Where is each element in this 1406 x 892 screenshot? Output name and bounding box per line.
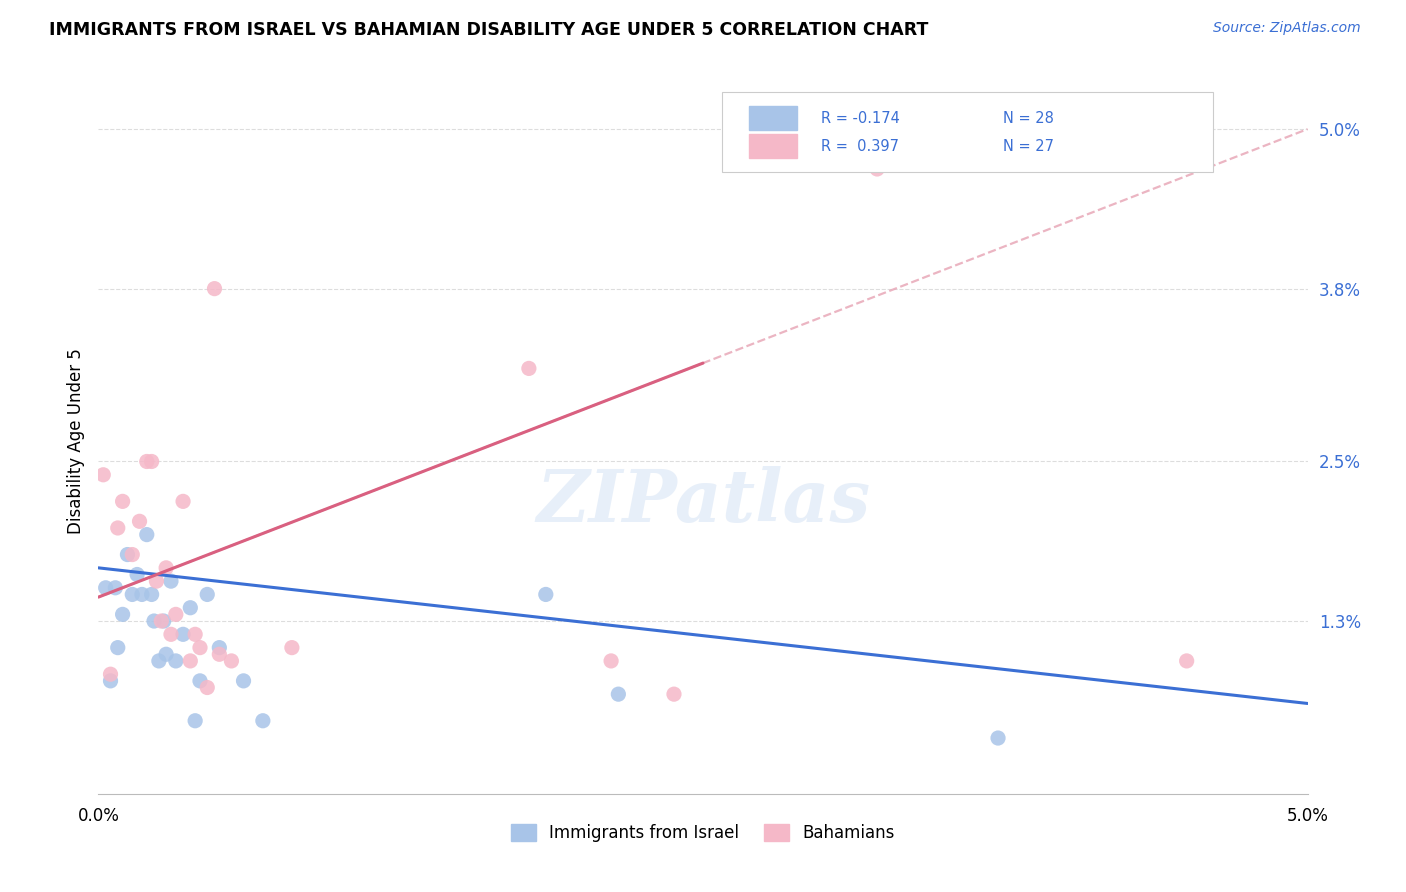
Point [160,574,183,589]
Point [94,581,117,595]
Bar [749,135,797,159]
Point [121,548,143,562]
Point [607,687,630,701]
Point [127,567,149,582]
FancyBboxPatch shape [723,92,1213,171]
Point [232,673,254,688]
Point [188,673,211,688]
Point [165,654,187,668]
Point [208,647,231,661]
Point [600,654,623,668]
Text: IMMIGRANTS FROM ISRAEL VS BAHAMIAN DISABILITY AGE UNDER 5 CORRELATION CHART: IMMIGRANTS FROM ISRAEL VS BAHAMIAN DISAB… [49,21,928,39]
Point [208,640,231,655]
Point [111,494,134,508]
Point [281,640,304,655]
Point [252,714,274,728]
Point [534,587,557,601]
Point [155,647,177,661]
Point [195,681,218,695]
Text: N = 28: N = 28 [1002,111,1053,126]
Y-axis label: Disability Age Under 5: Disability Age Under 5 [66,349,84,534]
Point [221,654,243,668]
Point [987,731,1010,745]
Point [179,654,201,668]
Bar [749,106,797,130]
Point [195,587,218,601]
Point [160,627,183,641]
Point [188,640,211,655]
Point [104,581,127,595]
Point [866,161,889,176]
Point [204,282,226,296]
Point [150,614,173,628]
Text: R =  0.397: R = 0.397 [821,139,900,154]
Point [100,667,122,681]
Point [184,627,207,641]
Point [111,607,134,622]
Point [135,454,157,468]
Text: Source: ZipAtlas.com: Source: ZipAtlas.com [1213,21,1361,36]
Point [517,361,540,376]
Text: R = -0.174: R = -0.174 [821,111,900,126]
Point [128,514,150,528]
Point [107,521,129,535]
Point [135,527,157,541]
Point [117,548,139,562]
Point [184,714,207,728]
Text: N = 27: N = 27 [1002,139,1054,154]
Point [121,587,143,601]
Point [155,561,177,575]
Point [143,614,166,628]
Point [91,467,114,482]
Point [662,687,685,701]
Point [148,654,170,668]
Point [1175,654,1198,668]
Legend: Immigrants from Israel, Bahamians: Immigrants from Israel, Bahamians [505,817,901,849]
Text: ZIPatlas: ZIPatlas [536,466,870,537]
Point [145,574,167,589]
Point [141,587,163,601]
Point [179,600,201,615]
Point [100,673,122,688]
Point [107,640,129,655]
Point [172,494,194,508]
Point [141,454,163,468]
Point [172,627,194,641]
Point [131,587,153,601]
Point [165,607,187,622]
Point [152,614,174,628]
